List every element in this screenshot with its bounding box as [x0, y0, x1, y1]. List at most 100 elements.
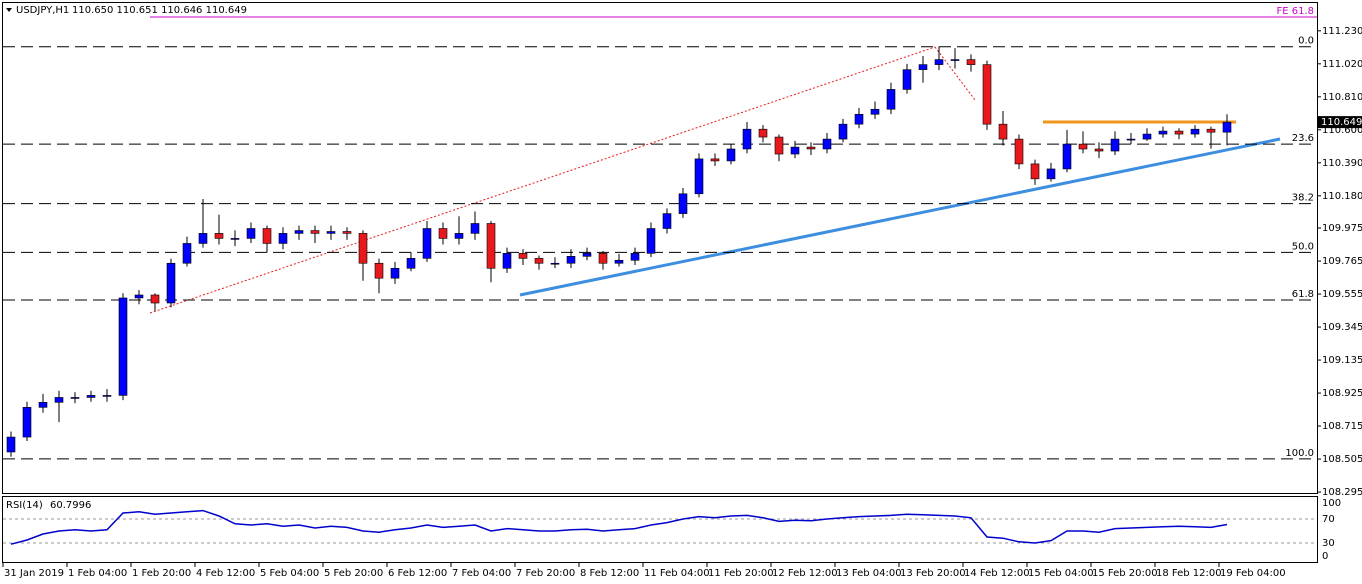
price-box [1318, 116, 1362, 129]
candle-body [22, 407, 32, 438]
y-tick-label: 111.020 [1322, 59, 1362, 70]
candle-body [6, 436, 16, 453]
y-tick-label: 108.925 [1322, 388, 1362, 399]
y-tick-label: 110.180 [1322, 191, 1362, 202]
y-tick-label: 111.230 [1322, 26, 1362, 37]
candle-body [694, 158, 704, 195]
x-tick-label: 4 Feb 12:00 [196, 568, 255, 579]
x-tick-label: 18 Feb 12:00 [1156, 568, 1222, 579]
rsi-tick-label: 30 [1322, 538, 1335, 549]
candle-body [1014, 138, 1024, 165]
candle-body [198, 233, 208, 244]
x-tick-label: 7 Feb 04:00 [452, 568, 511, 579]
candle-body [1206, 128, 1216, 133]
candle-body [374, 262, 384, 279]
candle-body [246, 228, 256, 239]
candle-body [966, 59, 976, 65]
fib-label: 50.0 [1292, 241, 1314, 252]
x-tick-label: 13 Feb 04:00 [836, 568, 902, 579]
candle-body [422, 228, 432, 259]
support-trendline [519, 137, 1281, 297]
x-tick-label: 6 Feb 12:00 [388, 568, 447, 579]
fib-diagonal [149, 46, 936, 314]
candle-body [886, 89, 896, 110]
y-tick-label: 108.295 [1322, 487, 1362, 498]
candle-body [662, 213, 672, 229]
candle-body [390, 267, 400, 279]
candle-body [854, 113, 864, 125]
candle-body [262, 228, 272, 244]
candle-body [310, 230, 320, 234]
candle-body [102, 395, 112, 397]
candle-body [582, 253, 592, 257]
candle-body [278, 233, 288, 244]
x-tick-label: 15 Feb 20:00 [1092, 568, 1158, 579]
x-tick-label: 1 Feb 20:00 [132, 568, 191, 579]
candle-body [918, 64, 928, 70]
candle-body [950, 59, 960, 61]
candle-body [86, 395, 96, 398]
y-tick-label: 109.975 [1322, 223, 1362, 234]
y-tick-label: 109.765 [1322, 256, 1362, 267]
x-tick-label: 5 Feb 04:00 [260, 568, 319, 579]
candle-body [518, 253, 528, 259]
candle-body [1158, 130, 1168, 135]
candle-body [1222, 121, 1232, 133]
y-tick-label: 110.390 [1322, 158, 1362, 169]
fe-label: FE 61.8 [1276, 6, 1314, 17]
x-tick-label: 15 Feb 04:00 [1028, 568, 1094, 579]
candle-body [470, 223, 480, 234]
candle-body [534, 258, 544, 264]
x-tick-label: 14 Feb 12:00 [964, 568, 1030, 579]
candle-body [70, 397, 80, 399]
candle-body [166, 262, 176, 304]
rsi-panel [2, 496, 1318, 563]
candle-body [742, 128, 752, 150]
candle-body [1046, 168, 1056, 180]
candle-body [358, 233, 368, 264]
y-tick-label: 109.345 [1322, 322, 1362, 333]
candle-body [406, 258, 416, 269]
y-tick-label: 110.600 [1322, 125, 1362, 136]
candle-body [598, 253, 608, 264]
candle-body [502, 253, 512, 269]
candle-body [774, 136, 784, 155]
candle-body [998, 123, 1008, 140]
rsi-value: 60.7996 [50, 500, 91, 511]
x-tick-label: 11 Feb 04:00 [644, 568, 710, 579]
x-tick-label: 1 Feb 04:00 [68, 568, 127, 579]
candle-body [182, 243, 192, 264]
candle-body [1078, 143, 1088, 150]
candle-body [342, 231, 352, 234]
candle-body [1094, 148, 1104, 152]
menu-arrow [6, 8, 12, 12]
main-panel [2, 2, 1318, 494]
candle-body [1110, 138, 1120, 152]
rsi-name: RSI(14) [6, 500, 43, 511]
candle-body [1142, 133, 1152, 140]
symbol: USDJPY,H1 [16, 5, 69, 16]
candle-body [118, 297, 128, 396]
candle-body [214, 233, 224, 239]
candle-body [902, 69, 912, 90]
candle-body [646, 228, 656, 254]
x-tick-label: 11 Feb 20:00 [708, 568, 774, 579]
candle-body [38, 402, 48, 408]
candle-body [630, 253, 640, 261]
fib-label: 38.2 [1292, 193, 1314, 204]
x-tick-label: 7 Feb 20:00 [516, 568, 575, 579]
x-tick-label: 12 Feb 12:00 [772, 568, 838, 579]
candle-body [870, 108, 880, 115]
y-tick-label: 108.505 [1322, 454, 1362, 465]
candle-body [1062, 143, 1072, 170]
candle-body [678, 193, 688, 214]
candle-body [806, 146, 816, 150]
candle-body [726, 148, 736, 162]
x-tick-label: 8 Feb 12:00 [580, 568, 639, 579]
price-box-label: 110.649 [1321, 117, 1362, 128]
rsi-tick-label: 70 [1322, 514, 1335, 525]
candle-body [230, 238, 240, 240]
x-tick-label: 13 Feb 20:00 [900, 568, 966, 579]
candle-body [934, 59, 944, 65]
